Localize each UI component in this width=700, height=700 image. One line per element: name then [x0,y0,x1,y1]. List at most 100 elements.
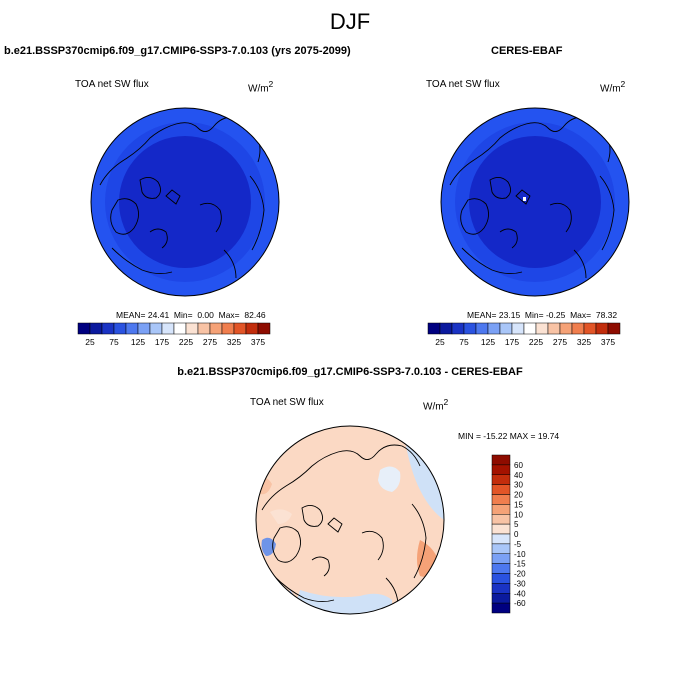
panel2-colorbar-tick-label: 275 [553,337,567,347]
page-title: DJF [329,9,371,34]
panel2-coastlines [449,116,615,279]
panel2-colorbar-tick-label: 25 [435,337,445,347]
panel3-colorbar-swatch [491,543,511,554]
panel1-colorbar-swatch [77,322,91,335]
panel2-units-label: W/m2 [600,79,626,95]
panel3-colorbar-tick-label: -15 [514,560,526,569]
panel3-colorbar-tick-label: 15 [514,500,523,509]
panel2-colorbar-swatch [463,322,477,335]
panel1-colorbar-swatch [245,322,259,335]
panel3-colorbar-swatch [491,573,511,584]
panel3-map [256,426,444,614]
panel1-colorbar-swatch [137,322,151,335]
panel3-colorbar-swatch [491,454,511,466]
panel1-colorbar-tick-label: 325 [227,337,241,347]
panel2-colorbar-tick-label: 75 [459,337,469,347]
panel1-colorbar-swatch [149,322,163,335]
panel2-colorbar-tick-label: 125 [481,337,495,347]
panel3-colorbar-tick-label: 20 [514,491,523,500]
panel1-colorbar-swatch [173,322,187,335]
panel1-colorbar-swatch [161,322,175,335]
panel3-colorbar-tick-label: 5 [514,520,519,529]
panel2-colorbar-tick-label: 325 [577,337,591,347]
panel3-stats: MIN = -15.22 MAX = 19.74 [458,431,560,441]
panel2-stats: MEAN= 23.15 Min= -0.25 Max= 78.32 [467,310,618,320]
panel2-colorbar: 25 75 125 175 225 275 325 375 [427,322,621,347]
panel3-colorbar-swatch [491,593,511,604]
panel2-colorbar-swatch [511,322,525,335]
panel1-colorbar-tick-label: 175 [155,337,169,347]
panel3-colorbar-swatch [491,533,511,545]
panel2-colorbar-swatch [499,322,513,335]
panel3-units-label: W/m2 [423,397,449,413]
panel3-near-zero-region [378,466,401,492]
panel2-core [469,136,601,268]
panel3-colorbar-swatch [491,494,511,505]
panel2-colorbar-tick-label: 225 [529,337,543,347]
panel3-map-border [255,425,445,615]
panel3-variable-label: TOA net SW flux [250,397,324,408]
panel3-colorbar-tick-label: -30 [514,579,526,588]
panel2-colorbar-tick-label: 175 [505,337,519,347]
panel1-colorbar-swatch [257,322,271,335]
panel3-colorbar-tick-label: 30 [514,481,523,490]
panel1-colorbar-swatch [185,322,199,335]
panel3-negative-region-east [405,440,444,520]
panel3-coastlines [261,444,427,607]
panel2-colorbar-swatch [547,322,561,335]
panel2-variable-label: TOA net SW flux [426,79,500,90]
panel1-map [91,108,279,296]
panel2-map [441,108,629,296]
panel1-title: b.e21.BSSP370cmip6.f09_g17.CMIP6-SSP3-7.… [4,45,351,57]
panel3-colorbar-tick-label: 10 [514,510,523,519]
panel1-core [119,136,251,268]
panel3-colorbar-swatch [491,474,511,485]
panel2-missing-cell [523,197,526,201]
panel3-negative-patch-west [261,537,276,556]
panel1-colorbar-tick-label: 125 [131,337,145,347]
panel1-coastlines [99,116,265,279]
panel1-colorbar-swatch [233,322,247,335]
panel1-colorbar-swatch [221,322,235,335]
panel3-colorbar-tick-label: 40 [514,471,523,480]
panel1-map-border [90,107,280,297]
panel1-colorbar-tick-label: 25 [85,337,95,347]
panel3-colorbar-swatch [491,563,511,574]
panel1-variable-label: TOA net SW flux [75,79,149,90]
panel3-colorbar-tick-label: 0 [514,530,519,539]
panel2-colorbar-swatch [607,322,621,335]
panel2-colorbar-swatch [475,322,489,335]
panel3-colorbar-swatch [491,504,511,515]
panel3-colorbar-tick-label: -60 [514,599,526,608]
panel3-light-patch [270,509,292,524]
panel2-colorbar-swatch [571,322,585,335]
panel2-colorbar-swatch [559,322,573,335]
panel1-colorbar-swatch [125,322,139,335]
panel3-colorbar-swatch [491,464,511,475]
panel3-colorbar-tick-label: -5 [514,540,522,549]
panel3-colorbar-tick-label: -10 [514,550,526,559]
panel2-colorbar-tick-label: 375 [601,337,615,347]
panel1-colorbar-tick-label: 75 [109,337,119,347]
panel2-colorbar-swatch [451,322,465,335]
panel2-colorbar-swatch [535,322,549,335]
panel3-colorbar-tick-label: 60 [514,461,523,470]
panel2-colorbar-swatch [583,322,597,335]
panel1-colorbar-tick-label: 275 [203,337,217,347]
panel1-colorbar-tick-label: 225 [179,337,193,347]
panel2-colorbar-swatch [439,322,453,335]
panel2-colorbar-swatch [487,322,501,335]
panel3-colorbar-swatch [491,514,511,525]
panel3-title: b.e21.BSSP370cmip6.f09_g17.CMIP6-SSP3-7.… [177,366,523,378]
panel2-colorbar-swatch [427,322,441,335]
panel2-map-border [440,107,630,297]
panel1-stats: MEAN= 24.41 Min= 0.00 Max= 82.46 [116,310,266,320]
panel3-colorbar-tick-label: -20 [514,570,526,579]
panel3-colorbar-swatch [491,583,511,594]
panel1-colorbar-tick-label: 375 [251,337,265,347]
panel3-colorbar-swatch [491,602,511,614]
panel1-colorbar-swatch [197,322,211,335]
panel1-colorbar-swatch [89,322,103,335]
